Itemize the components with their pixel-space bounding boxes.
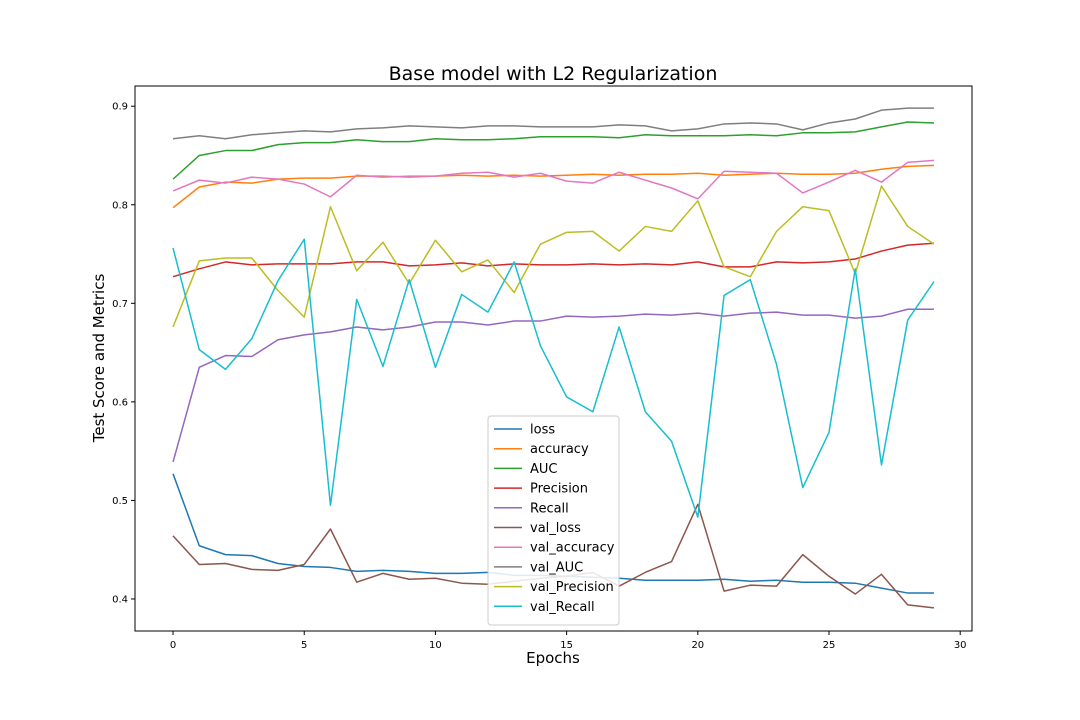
legend-label: Precision (530, 482, 588, 497)
x-tick-label: 20 (691, 640, 704, 651)
legend-label: AUC (530, 462, 558, 477)
legend-label: val_accuracy (530, 541, 615, 556)
y-tick-label: 0.4 (112, 594, 128, 605)
x-tick-label: 30 (954, 640, 967, 651)
y-tick-label: 0.7 (112, 299, 128, 310)
y-tick-label: 0.5 (112, 496, 128, 507)
series-line-recall (172, 308, 934, 463)
legend-label: val_AUC (530, 560, 583, 575)
legend-label: accuracy (530, 442, 589, 457)
series-line-auc (172, 121, 934, 180)
y-axis: 0.4 0.5 0.6 0.7 0.8 0.9 (112, 102, 135, 605)
legend-label: val_loss (530, 521, 581, 536)
y-tick-label: 0.8 (112, 200, 128, 211)
x-tick-label: 15 (560, 640, 573, 651)
x-tick-label: 25 (823, 640, 836, 651)
plot-frame (134, 85, 973, 632)
series-line-precision (172, 242, 935, 278)
x-axis: 0 5 10 15 20 25 30 (170, 631, 967, 651)
legend-label: val_Recall (530, 600, 595, 615)
legend-label: val_Precision (530, 580, 614, 595)
series-line-val-accuracy (172, 159, 935, 200)
y-tick-label: 0.9 (112, 102, 128, 113)
y-axis-title: Test Score and Metrics (90, 274, 108, 444)
series-line-val-recall (172, 238, 935, 518)
x-axis-title: Epochs (526, 649, 580, 667)
series-line-val-auc (172, 107, 934, 140)
y-tick-label: 0.6 (112, 397, 128, 408)
x-tick-label: 5 (301, 640, 307, 651)
x-tick-label: 10 (429, 640, 442, 651)
x-tick-label: 0 (170, 640, 176, 651)
legend: loss accuracy AUC Precision Recall val_lossva… (487, 415, 620, 626)
legend-label: loss (530, 423, 555, 438)
legend-label: Recall (530, 501, 569, 516)
series-line-val-precision (172, 185, 935, 328)
series-line-accuracy (172, 164, 934, 209)
chart-title: Base model with L2 Regularization (389, 63, 718, 85)
